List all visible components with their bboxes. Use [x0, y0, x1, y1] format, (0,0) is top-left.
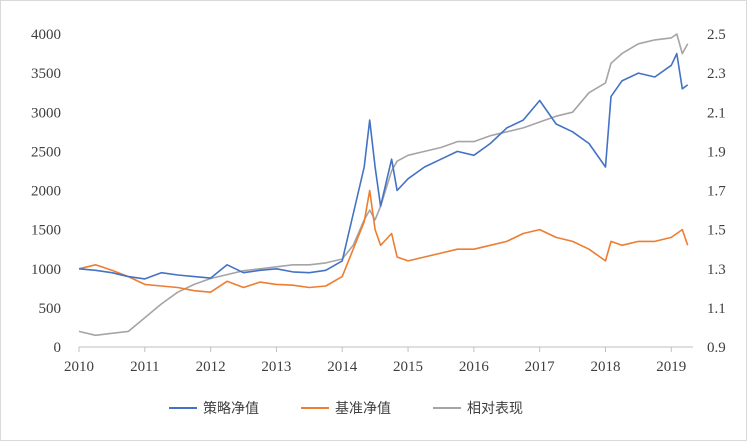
right-y-axis-ticks: 0.9 1.1 1.3 1.5 1.7 1.9 2.1 2.3 2.5: [707, 27, 726, 356]
right-y-tick-label: 1.1: [707, 301, 726, 317]
left-y-tick-label: 3500: [31, 66, 61, 82]
x-axis-ticks: 2010 2011 2012 2013 2014 2015 2016 2017 2018 2019: [64, 347, 686, 375]
series-line-1: [78, 52, 689, 280]
right-y-tick-label: 2.1: [707, 105, 726, 121]
legend-label: 基准净值: [335, 400, 391, 417]
left-y-tick-label: 2500: [31, 144, 61, 160]
x-tick-label: 2017: [525, 359, 556, 375]
legend-label: 策略净值: [203, 400, 259, 417]
right-y-tick-label: 1.9: [707, 144, 726, 160]
x-tick-label: 2011: [130, 359, 159, 375]
x-tick-label: 2010: [64, 359, 94, 375]
left-y-tick-label: 3000: [31, 105, 61, 121]
left-y-tick-label: 2000: [31, 184, 61, 200]
x-tick-label: 2018: [590, 359, 620, 375]
left-y-tick-label: 0: [54, 340, 62, 356]
left-y-axis-ticks: 0 500 1000 1500 2000 2500 3000 3500 4000: [31, 27, 61, 356]
right-y-tick-label: 2.3: [707, 66, 726, 82]
legend: 策略净值 基准净值 相对表现: [169, 400, 523, 417]
x-tick-label: 2012: [196, 359, 226, 375]
x-tick-label: 2016: [459, 359, 490, 375]
right-y-tick-label: 2.5: [707, 27, 726, 43]
left-y-tick-label: 4000: [31, 27, 61, 43]
legend-label: 相对表现: [467, 401, 523, 417]
series-line-2: [78, 189, 689, 294]
x-tick-label: 2015: [393, 359, 423, 375]
x-tick-label: 2013: [261, 359, 291, 375]
series-line-3: [78, 33, 689, 337]
right-y-tick-label: 1.5: [707, 223, 726, 239]
x-tick-label: 2019: [656, 359, 686, 375]
right-y-tick-label: 0.9: [707, 340, 726, 356]
left-y-tick-label: 1500: [31, 223, 61, 239]
series-lines: [78, 33, 689, 337]
right-y-tick-label: 1.3: [707, 262, 726, 278]
left-y-tick-label: 1000: [31, 262, 61, 278]
x-tick-label: 2014: [327, 359, 358, 375]
right-y-tick-label: 1.7: [707, 184, 726, 200]
left-y-tick-label: 500: [39, 301, 62, 317]
